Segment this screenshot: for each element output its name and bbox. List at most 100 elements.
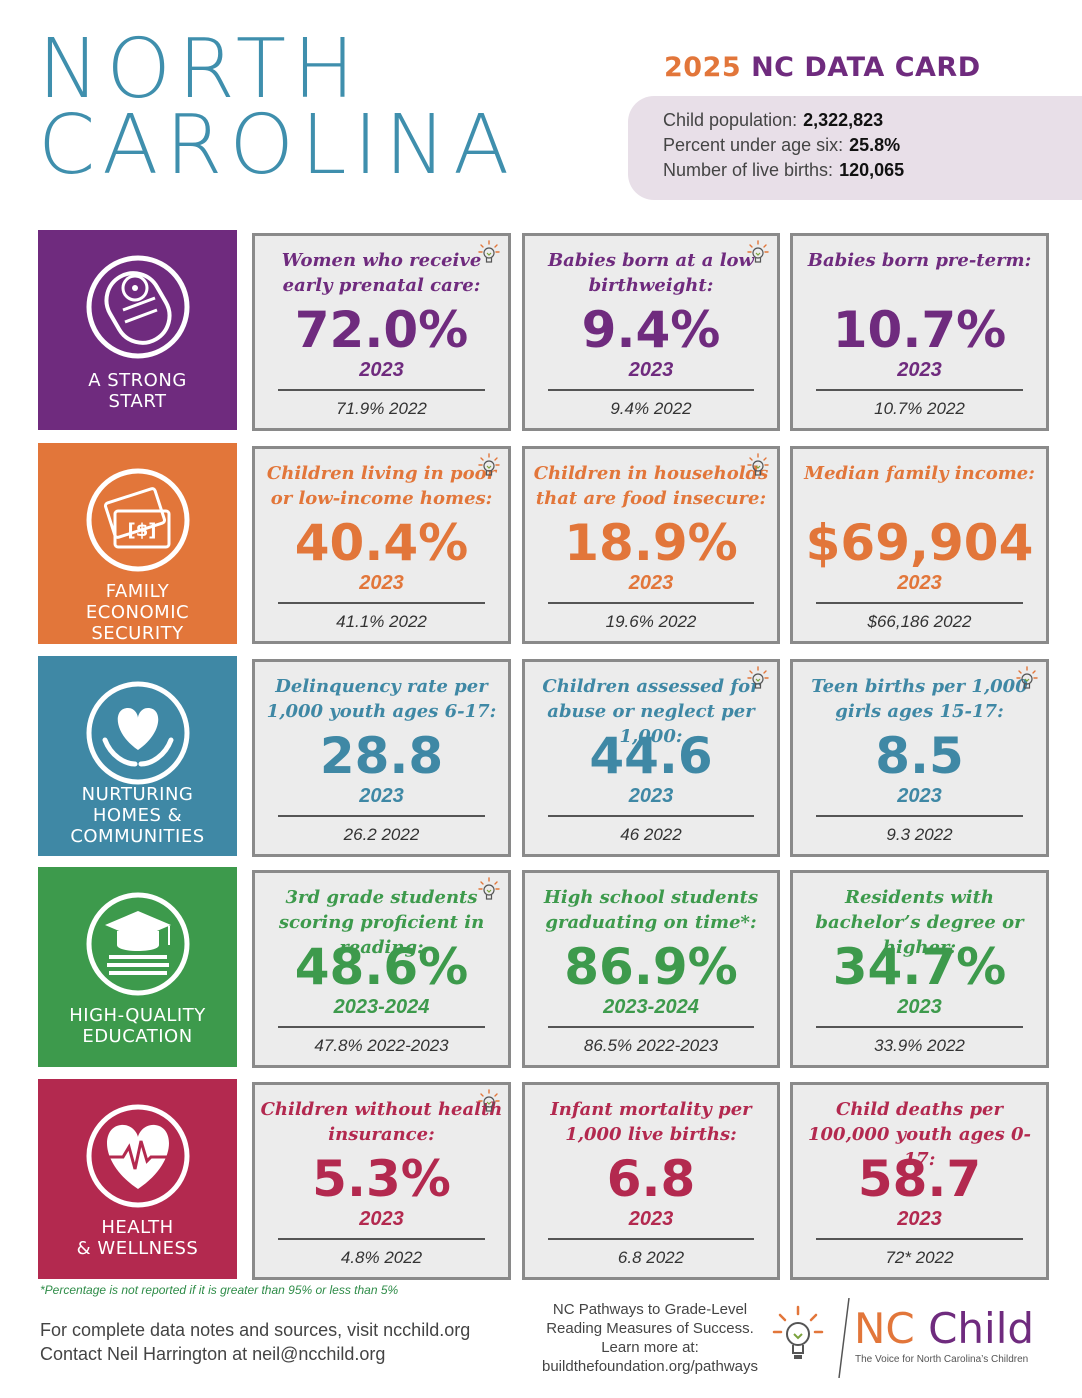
category-label-line: FAMILY bbox=[105, 581, 170, 602]
lightbulb-icon bbox=[478, 453, 500, 476]
indicator-previous: 33.9% 2022 bbox=[874, 1036, 965, 1055]
population-stats-box: Child population: 2,322,823 Percent under… bbox=[628, 96, 1082, 200]
stat-label: Percent under age six: bbox=[663, 135, 844, 155]
indicator-question: High school students graduating on time*… bbox=[543, 887, 759, 933]
indicator-previous: 4.8% 2022 bbox=[340, 1248, 423, 1267]
stat-label: Child population: bbox=[663, 110, 798, 130]
indicator-card: Teen births per 1,000 girls ages 15-17: 8… bbox=[790, 659, 1049, 857]
indicator-question: Children in households that are food ins… bbox=[533, 463, 769, 509]
title-line-2: CAROLINA bbox=[38, 98, 517, 193]
stat-row: Number of live births: 120,065 bbox=[663, 160, 904, 181]
category-label-line: HOMES & bbox=[92, 805, 183, 826]
logo-divider bbox=[838, 1298, 850, 1378]
category-label-line: EDUCATION bbox=[82, 1026, 193, 1047]
lightbulb-icon bbox=[478, 1089, 500, 1112]
divider bbox=[278, 1238, 485, 1240]
lightbulb-icon bbox=[1016, 666, 1038, 689]
category-panel: HEALTH & WELLNESS bbox=[38, 1079, 237, 1279]
title-line-1: NORTH bbox=[38, 22, 362, 117]
lightbulb-icon bbox=[747, 666, 769, 689]
indicator-value: 72.0% bbox=[294, 301, 469, 359]
divider bbox=[548, 602, 754, 604]
indicator-year: 2023 bbox=[359, 359, 404, 381]
indicator-previous: 6.8 2022 bbox=[617, 1248, 685, 1267]
indicator-card: Babies born pre-term: 10.7% 2023 10.7% 2022 bbox=[790, 233, 1049, 431]
indicator-card: High school students graduating on time*… bbox=[522, 870, 780, 1068]
divider bbox=[816, 1026, 1023, 1028]
indicator-previous: 9.3 2022 bbox=[886, 825, 953, 844]
indicator-previous: 19.6% 2022 bbox=[605, 612, 697, 631]
indicator-card: Women who receive early prenatal care: 72… bbox=[252, 233, 511, 431]
data-card-heading: 2025 NC DATA CARD bbox=[664, 52, 981, 83]
category-label-line: A STRONG bbox=[88, 370, 187, 391]
card-title: NC DATA CARD bbox=[751, 52, 981, 83]
indicator-year: 2023-2024 bbox=[603, 996, 699, 1018]
indicator-value: 34.7% bbox=[832, 938, 1007, 996]
indicator-card: Median family income: $69,904 2023 $66,186 … bbox=[790, 446, 1049, 644]
indicator-card: Residents with bachelor’s degree or high… bbox=[790, 870, 1049, 1068]
lightbulb-icon bbox=[478, 877, 500, 900]
indicator-value: 58.7 bbox=[857, 1150, 982, 1208]
indicator-year: 2023 bbox=[897, 359, 942, 381]
nc-child-logo: NC Child bbox=[854, 1306, 1034, 1352]
category-label: FAMILY ECONOMIC SECURITY bbox=[38, 581, 237, 644]
indicator-year: 2023 bbox=[359, 785, 404, 807]
pathways-note: NC Pathways to Grade-Level Reading Measu… bbox=[520, 1300, 780, 1376]
indicator-question: Child deaths per 100,000 youth ages 0-17… bbox=[808, 1099, 1031, 1170]
stat-value: 25.8% bbox=[849, 135, 901, 155]
indicator-card: Babies born at a low birthweight: 9.4% 202… bbox=[522, 233, 780, 431]
money-icon: [$] bbox=[86, 468, 190, 572]
stat-label: Number of live births: bbox=[663, 160, 834, 180]
indicator-value: 28.8 bbox=[319, 727, 444, 785]
indicator-year: 2023 bbox=[359, 572, 404, 594]
logo-nc: NC bbox=[854, 1304, 915, 1353]
category-label: NURTURING HOMES & COMMUNITIES bbox=[38, 784, 237, 847]
divider bbox=[278, 602, 485, 604]
divider bbox=[548, 1026, 754, 1028]
footnote: *Percentage is not reported if it is gre… bbox=[40, 1283, 399, 1297]
indicator-card: Delinquency rate per 1,000 youth ages 6-… bbox=[252, 659, 511, 857]
pathways-line: NC Pathways to Grade-Level bbox=[552, 1301, 748, 1318]
heart-hands-icon bbox=[86, 681, 190, 785]
contact-info: For complete data notes and sources, vis… bbox=[40, 1318, 470, 1366]
indicator-previous: $66,186 2022 bbox=[867, 612, 972, 631]
indicator-previous: 86.5% 2022-2023 bbox=[583, 1036, 719, 1055]
indicator-question: Teen births per 1,000 girls ages 15-17: bbox=[811, 676, 1028, 722]
lightbulb-icon bbox=[478, 240, 500, 263]
heartbeat-icon bbox=[86, 1104, 190, 1208]
divider bbox=[278, 815, 485, 817]
indicator-question: Children assessed for abuse or neglect p… bbox=[542, 676, 760, 747]
indicator-year: 2023 bbox=[628, 785, 674, 807]
stat-value: 2,322,823 bbox=[803, 110, 884, 130]
indicator-question: Median family income: bbox=[804, 463, 1035, 484]
divider bbox=[816, 389, 1023, 391]
indicator-card: Children in households that are food ins… bbox=[522, 446, 780, 644]
divider bbox=[816, 602, 1023, 604]
indicator-year: 2023 bbox=[897, 572, 942, 594]
card-year: 2025 bbox=[664, 52, 742, 83]
category-panel: A STRONG START bbox=[38, 230, 237, 430]
category-label-line: & WELLNESS bbox=[76, 1238, 199, 1259]
indicator-value: $69,904 bbox=[805, 514, 1034, 572]
indicator-year: 2023 bbox=[628, 572, 674, 594]
contact-line: Contact Neil Harrington at neil@ncchild.… bbox=[40, 1344, 386, 1364]
indicator-question: Infant mortality per 1,000 live births: bbox=[550, 1099, 752, 1145]
stat-row: Percent under age six: 25.8% bbox=[663, 135, 900, 156]
logo-child: Child bbox=[928, 1304, 1035, 1353]
indicator-year: 2023 bbox=[628, 359, 674, 381]
pathways-link[interactable]: buildthefoundation.org/pathways bbox=[542, 1358, 758, 1375]
indicator-value: 44.6 bbox=[589, 727, 713, 785]
indicator-value: 10.7% bbox=[832, 301, 1007, 359]
indicator-card: 3rd grade students scoring proficient in… bbox=[252, 870, 511, 1068]
page-title: NORTH CAROLINA bbox=[38, 22, 517, 193]
indicator-question: 3rd grade students scoring proficient in… bbox=[278, 887, 485, 958]
category-label-line: COMMUNITIES bbox=[70, 826, 205, 847]
indicator-year: 2023 bbox=[897, 996, 942, 1018]
indicator-question: Babies born pre-term: bbox=[807, 250, 1032, 271]
indicator-question: Women who receive early prenatal care: bbox=[281, 250, 482, 296]
divider bbox=[816, 1238, 1023, 1240]
indicator-value: 40.4% bbox=[294, 514, 469, 572]
logo-tagline: The Voice for North Carolina’s Children bbox=[855, 1354, 1029, 1365]
category-label-line: HEALTH bbox=[101, 1217, 174, 1238]
indicator-year: 2023 bbox=[897, 1208, 942, 1230]
